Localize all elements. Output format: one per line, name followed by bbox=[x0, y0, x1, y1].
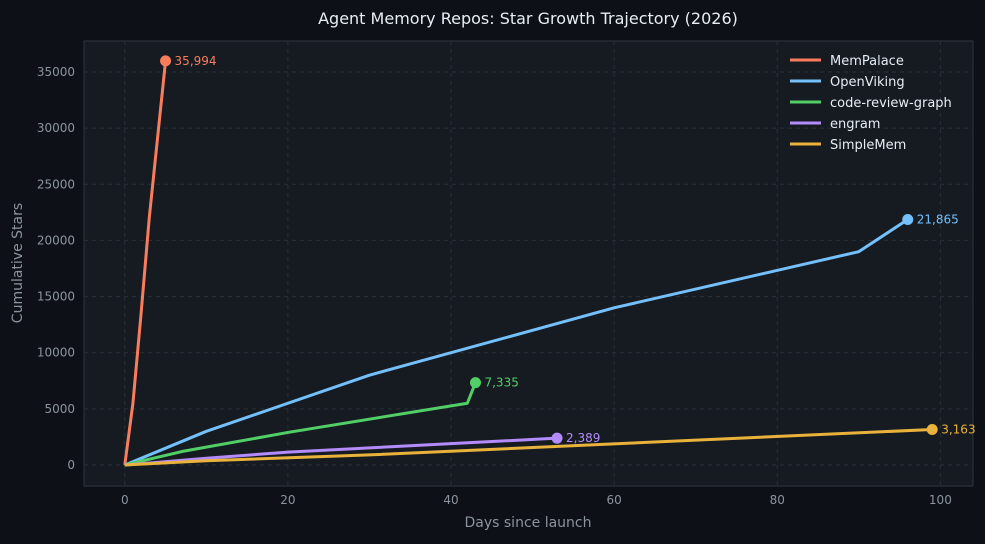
series-endpoint-simplemem bbox=[926, 423, 938, 435]
endpoint-label: 35,994 bbox=[175, 54, 217, 68]
x-tick-label: 20 bbox=[280, 493, 295, 507]
x-tick-label: 40 bbox=[443, 493, 458, 507]
y-tick-label: 15000 bbox=[37, 290, 75, 304]
series-endpoint-openviking bbox=[902, 213, 914, 225]
y-tick-label: 10000 bbox=[37, 346, 75, 360]
x-tick-label: 60 bbox=[606, 493, 621, 507]
y-tick-label: 5000 bbox=[44, 402, 75, 416]
y-tick-label: 30000 bbox=[37, 121, 75, 135]
legend-entry: SimpleMem bbox=[830, 138, 906, 153]
series-line-simplemem bbox=[124, 427, 933, 467]
endpoint-label: 7,335 bbox=[484, 376, 518, 390]
legend-entry: MemPalace bbox=[830, 54, 904, 69]
y-tick-label: 25000 bbox=[37, 177, 75, 191]
x-tick-label: 0 bbox=[121, 493, 129, 507]
plot-area bbox=[83, 40, 974, 487]
series-line-mempalace bbox=[123, 60, 168, 466]
series-endpoint-engram bbox=[551, 432, 563, 444]
series-endpoint-mempalace bbox=[160, 55, 172, 67]
y-tick-label: 20000 bbox=[37, 233, 75, 247]
legend-entry: engram bbox=[830, 117, 880, 132]
endpoint-label: 21,865 bbox=[917, 212, 959, 226]
x-tick-label: 100 bbox=[929, 493, 952, 507]
endpoint-label: 2,389 bbox=[566, 431, 600, 445]
x-axis-label: Days since launch bbox=[465, 515, 592, 531]
y-tick-label: 35000 bbox=[37, 65, 75, 79]
series-endpoint-code-review-graph bbox=[469, 377, 481, 389]
legend-entry: code-review-graph bbox=[830, 96, 952, 111]
endpoint-label: 3,163 bbox=[941, 422, 975, 436]
series-line-openviking bbox=[124, 218, 909, 467]
legend-entry: OpenViking bbox=[830, 75, 905, 90]
x-tick-label: 80 bbox=[770, 493, 785, 507]
y-axis-label: Cumulative Stars bbox=[10, 203, 26, 323]
y-tick-label: 0 bbox=[67, 458, 75, 472]
chart-title: Agent Memory Repos: Star Growth Trajecto… bbox=[318, 9, 738, 28]
series-line-code-review-graph bbox=[124, 382, 477, 467]
